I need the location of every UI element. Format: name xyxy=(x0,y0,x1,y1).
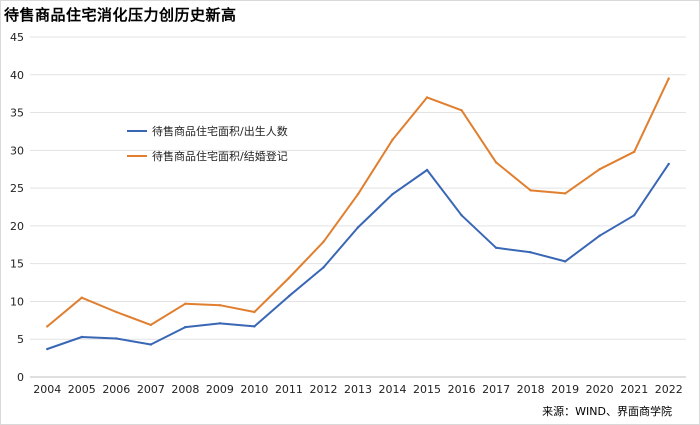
x-tick-label: 2017 xyxy=(482,383,510,396)
data-point xyxy=(460,109,463,112)
data-point xyxy=(287,276,291,280)
y-tick-label: 10 xyxy=(10,295,24,308)
x-tick-label: 2005 xyxy=(68,383,96,396)
x-tick-label: 2008 xyxy=(171,383,199,396)
data-point xyxy=(529,189,532,192)
x-tick-label: 2004 xyxy=(33,383,61,396)
data-point xyxy=(598,168,601,171)
x-axis-ticks: 2004 2005 2006 2007 2008 2009 2010 2011 2012 2013… xyxy=(33,383,682,396)
data-point xyxy=(218,304,222,307)
y-tick-label: 0 xyxy=(17,371,24,384)
x-tick-label: 2006 xyxy=(102,383,130,396)
legend-label: 待售商品住宅面积/出生人数 xyxy=(152,124,288,138)
data-point xyxy=(253,310,256,314)
data-point xyxy=(667,162,670,166)
gridlines xyxy=(30,36,686,378)
data-point xyxy=(494,161,498,164)
data-point xyxy=(322,266,325,269)
data-point xyxy=(425,96,429,99)
data-point xyxy=(80,335,83,339)
data-point xyxy=(356,192,360,196)
source-note: 来源：WIND、界面商学院 xyxy=(542,405,672,418)
x-tick-label: 2007 xyxy=(137,383,165,396)
x-tick-label: 2015 xyxy=(413,383,441,396)
data-point xyxy=(46,347,49,351)
series-line-2 xyxy=(46,78,670,328)
x-tick-label: 2014 xyxy=(379,383,407,396)
data-point xyxy=(460,214,463,217)
data-point xyxy=(149,323,153,327)
series-lines xyxy=(46,77,670,351)
x-tick-label: 2020 xyxy=(586,383,614,396)
chart-title: 待售商品住宅消化压力创历史新高 xyxy=(4,6,237,24)
data-point xyxy=(563,260,567,263)
data-point xyxy=(563,192,567,195)
x-tick-label: 2018 xyxy=(517,383,545,396)
data-point xyxy=(184,325,187,329)
y-axis-ticks: 0 5 10 15 20 25 30 35 40 45 xyxy=(10,31,24,384)
data-point xyxy=(633,150,636,154)
y-tick-label: 15 xyxy=(10,258,24,271)
data-point xyxy=(633,214,636,217)
y-tick-label: 5 xyxy=(17,333,24,346)
data-point xyxy=(529,251,532,254)
data-point xyxy=(391,192,394,196)
data-point xyxy=(391,138,394,141)
data-point xyxy=(253,325,256,328)
y-tick-label: 30 xyxy=(10,144,24,157)
data-point xyxy=(184,302,187,305)
x-tick-label: 2016 xyxy=(448,383,476,396)
data-point xyxy=(494,246,498,249)
data-point xyxy=(115,337,118,340)
y-tick-label: 35 xyxy=(10,107,24,120)
x-tick-label: 2022 xyxy=(655,383,683,396)
data-point xyxy=(218,322,222,325)
data-point xyxy=(80,296,83,299)
x-tick-label: 2019 xyxy=(551,383,579,396)
x-tick-label: 2013 xyxy=(344,383,372,396)
x-tick-label: 2012 xyxy=(309,383,337,396)
y-tick-label: 20 xyxy=(10,220,24,233)
data-point xyxy=(149,343,153,346)
x-tick-label: 2011 xyxy=(275,383,303,396)
legend-label: 待售商品住宅面积/结婚登记 xyxy=(152,149,288,163)
data-point xyxy=(322,240,325,243)
x-tick-label: 2021 xyxy=(620,383,648,396)
data-point xyxy=(46,325,49,328)
data-point xyxy=(667,77,670,80)
data-point xyxy=(598,234,601,237)
data-point xyxy=(287,294,291,298)
y-tick-label: 45 xyxy=(10,31,24,44)
x-tick-label: 2009 xyxy=(206,383,234,396)
data-point xyxy=(356,226,360,229)
data-point xyxy=(425,168,429,172)
y-tick-label: 40 xyxy=(10,69,24,82)
x-tick-label: 2010 xyxy=(240,383,268,396)
data-point xyxy=(115,310,118,314)
y-tick-label: 25 xyxy=(10,182,24,195)
